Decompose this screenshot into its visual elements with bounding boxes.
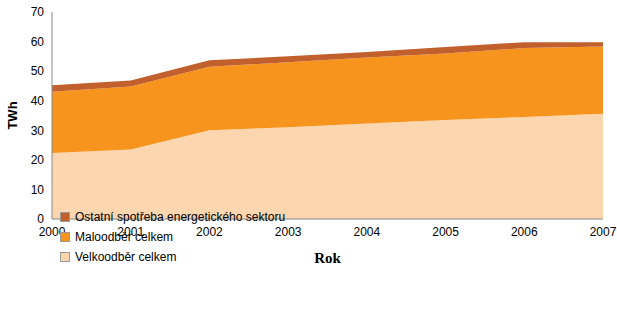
- svg-text:0: 0: [37, 212, 44, 226]
- svg-text:Rok: Rok: [314, 250, 341, 266]
- svg-text:2001: 2001: [117, 225, 144, 239]
- svg-text:2007: 2007: [590, 225, 609, 239]
- svg-text:2004: 2004: [354, 225, 381, 239]
- svg-text:2000: 2000: [39, 225, 66, 239]
- svg-text:2006: 2006: [511, 225, 538, 239]
- svg-text:2003: 2003: [275, 225, 302, 239]
- svg-text:50: 50: [31, 64, 45, 78]
- svg-text:30: 30: [31, 124, 45, 138]
- svg-text:10: 10: [31, 183, 45, 197]
- svg-text:40: 40: [31, 94, 45, 108]
- svg-text:2005: 2005: [432, 225, 459, 239]
- svg-text:70: 70: [31, 5, 45, 19]
- svg-text:2002: 2002: [196, 225, 223, 239]
- svg-text:60: 60: [31, 35, 45, 49]
- svg-text:TWh: TWh: [8, 101, 20, 129]
- svg-text:20: 20: [31, 153, 45, 167]
